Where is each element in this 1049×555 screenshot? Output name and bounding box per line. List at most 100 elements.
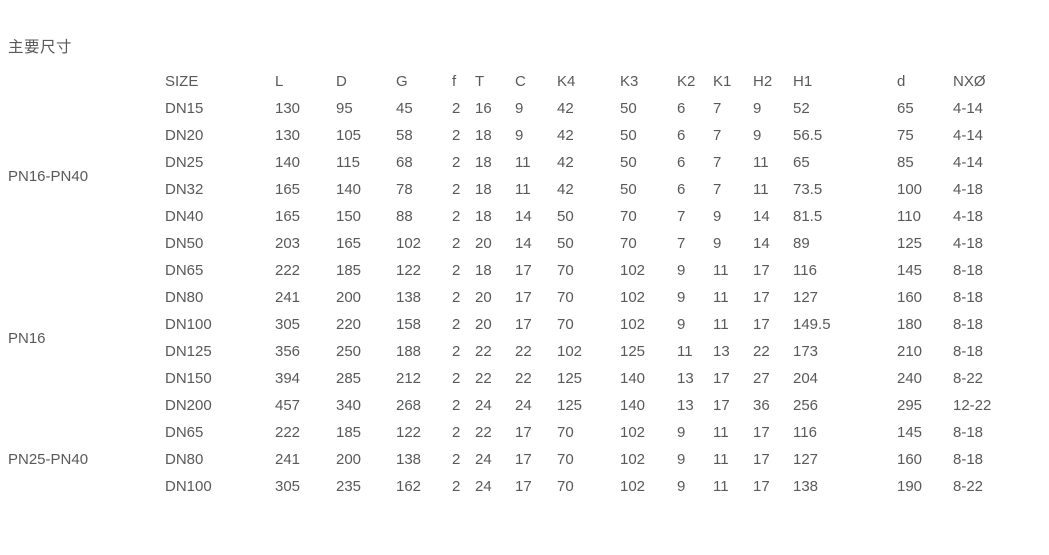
value-cell: 9: [753, 100, 762, 117]
value-cell: 9: [713, 208, 722, 225]
value-cell: 305: [275, 478, 301, 495]
size-cell: DN15: [165, 100, 204, 117]
size-cell: DN65: [165, 262, 204, 279]
value-cell: 88: [396, 208, 413, 225]
value-cell: 204: [793, 370, 819, 387]
value-cell: 188: [396, 343, 422, 360]
value-cell: 9: [677, 289, 686, 306]
value-cell: 24: [475, 478, 492, 495]
value-cell: 70: [557, 424, 574, 441]
value-cell: 102: [620, 424, 646, 441]
value-cell: 2: [452, 100, 461, 117]
value-cell: 9: [677, 316, 686, 333]
value-cell: 13: [677, 397, 694, 414]
value-cell: 18: [475, 262, 492, 279]
value-cell: 2: [452, 370, 461, 387]
value-cell: 241: [275, 289, 301, 306]
value-cell: 27: [753, 370, 770, 387]
group-label: PN16-PN40: [8, 167, 89, 185]
value-cell: 17: [753, 424, 770, 441]
value-cell: 8-22: [953, 370, 984, 387]
value-cell: 24: [475, 397, 492, 414]
value-cell: 102: [620, 262, 646, 279]
table-row: PN16-PN40 DN15 130 95 45 2 16 9 42 50 6 7 9 52 65 4-14: [8, 95, 1049, 185]
value-cell: 13: [713, 343, 730, 360]
value-cell: 22: [515, 370, 532, 387]
size-cell: DN65: [165, 424, 204, 441]
value-cell: 2: [452, 478, 461, 495]
value-cell: 105: [336, 127, 362, 144]
value-cell: 145: [897, 262, 923, 279]
value-cell: 2: [452, 127, 461, 144]
value-cell: 102: [620, 316, 646, 333]
value-cell: 70: [557, 289, 574, 306]
value-cell: 7: [713, 181, 722, 198]
value-cell: 73.5: [793, 181, 823, 198]
value-cell: 18: [475, 127, 492, 144]
value-cell: 200: [336, 451, 362, 468]
value-cell: 2: [452, 181, 461, 198]
value-cell: 212: [396, 370, 422, 387]
value-cell: 11: [713, 478, 729, 495]
column-header: f: [452, 73, 457, 90]
value-cell: 50: [620, 127, 637, 144]
size-cell: DN50: [165, 235, 204, 252]
value-cell: 85: [897, 154, 914, 171]
value-cell: 8-18: [953, 343, 984, 360]
value-cell: 42: [557, 181, 574, 198]
value-cell: 8-22: [953, 478, 984, 495]
value-cell: 4-14: [953, 100, 984, 117]
value-cell: 116: [793, 424, 817, 441]
value-cell: 17: [753, 262, 770, 279]
value-cell: 145: [897, 424, 923, 441]
value-cell: 70: [557, 316, 574, 333]
value-cell: 138: [396, 451, 422, 468]
value-cell: 14: [753, 208, 770, 225]
group-label: PN16: [8, 329, 46, 347]
value-cell: 7: [713, 154, 722, 171]
value-cell: 125: [557, 397, 583, 414]
column-header: K2: [677, 73, 696, 90]
value-cell: 100: [897, 181, 923, 198]
value-cell: 158: [396, 316, 422, 333]
size-cell: DN150: [165, 370, 212, 387]
value-cell: 102: [396, 235, 422, 252]
value-cell: 185: [336, 424, 362, 441]
value-cell: 6: [677, 181, 686, 198]
value-cell: 122: [396, 424, 422, 441]
size-cell: DN40: [165, 208, 204, 225]
value-cell: 8-18: [953, 316, 984, 333]
value-cell: 65: [793, 154, 810, 171]
value-cell: 7: [713, 127, 722, 144]
value-cell: 4-14: [953, 127, 984, 144]
value-cell: 138: [396, 289, 422, 306]
value-cell: 162: [396, 478, 422, 495]
value-cell: 9: [677, 451, 686, 468]
value-cell: 81.5: [793, 208, 823, 225]
value-cell: 7: [713, 100, 722, 117]
value-cell: 125: [557, 370, 583, 387]
value-cell: 9: [677, 424, 686, 441]
table-row: DN80 241 200 138 2 20 17 70 102 9 11 17 127 160 8-18: [8, 284, 1049, 311]
value-cell: 8-18: [953, 262, 984, 279]
value-cell: 11: [713, 424, 729, 441]
value-cell: 36: [753, 397, 770, 414]
column-header: K3: [620, 73, 639, 90]
table-row: DN125 356 250 188 2 22 22 102 125 11 13 22 173 210 8-1…: [8, 338, 1049, 365]
value-cell: 180: [897, 316, 923, 333]
value-cell: 17: [753, 451, 770, 468]
value-cell: 14: [753, 235, 770, 252]
value-cell: 70: [557, 262, 574, 279]
value-cell: 268: [396, 397, 422, 414]
value-cell: 125: [620, 343, 646, 360]
size-cell: DN25: [165, 154, 204, 171]
value-cell: 11: [753, 181, 769, 198]
table-row: DN100 305 220 158 2 20 17 70 102 9 11 17 149.5 180 8-1…: [8, 311, 1049, 338]
value-cell: 8-18: [953, 451, 984, 468]
value-cell: 17: [515, 424, 532, 441]
value-cell: 11: [753, 154, 769, 171]
value-cell: 138: [793, 478, 819, 495]
value-cell: 140: [620, 370, 646, 387]
